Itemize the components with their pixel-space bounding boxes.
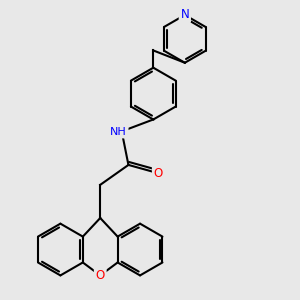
- Text: O: O: [154, 167, 163, 180]
- Text: O: O: [96, 269, 105, 282]
- Text: N: N: [181, 8, 189, 22]
- Text: NH: NH: [110, 127, 127, 137]
